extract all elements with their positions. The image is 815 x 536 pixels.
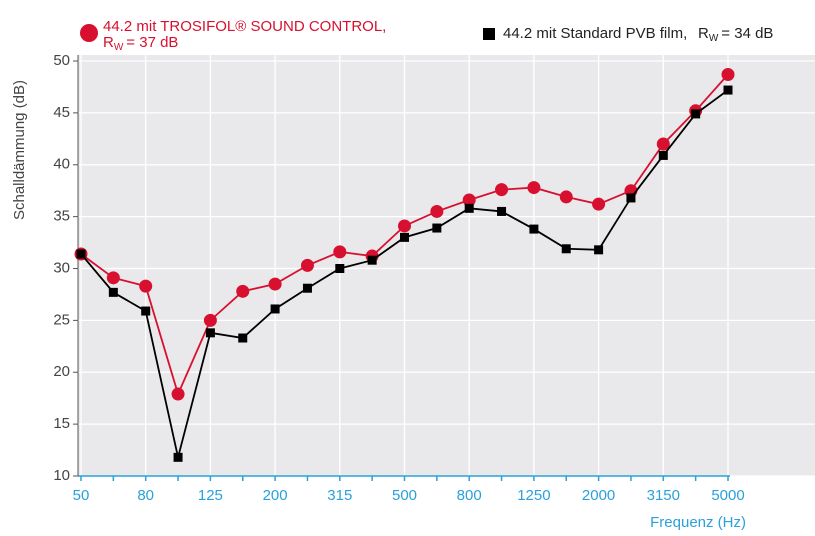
marker [400,232,409,242]
x-tick-label: 500 [392,487,417,504]
rating-subscript: W [114,42,124,53]
x-tick-label: 80 [137,487,154,504]
y-tick-label: 25 [53,311,70,328]
marker [76,249,86,259]
plot-background [78,55,815,476]
rating-symbol: R [698,25,709,42]
marker [205,328,215,338]
marker [721,67,735,81]
marker [398,219,411,233]
y-axis-label: Schalldämmung (dB) [11,80,28,220]
rating-text: = 34 dB [721,25,773,42]
marker [658,150,668,160]
marker [592,197,606,211]
x-tick-label: 1250 [517,487,550,504]
rating-symbol: R [103,34,114,51]
marker [173,452,183,462]
legend-label: 44.2 mit TROSIFOL® SOUND CONTROL, [103,18,386,35]
y-tick-label: 50 [53,52,70,69]
marker [300,258,314,272]
marker [171,387,185,401]
marker [302,283,312,293]
marker [335,264,345,273]
marker [561,244,571,254]
marker [432,223,442,233]
marker [333,245,347,259]
y-tick-label: 20 [53,363,70,380]
x-axis-label: Frequenz (Hz) [650,514,746,531]
x-tick-label: 2000 [582,487,615,504]
marker [691,109,701,119]
x-tick-label: 5000 [711,487,744,504]
x-tick-label: 315 [327,487,352,504]
marker [464,203,474,213]
x-tick-label: 3150 [647,487,680,504]
y-tick-label: 30 [53,259,70,276]
legend-marker [80,24,98,42]
rating-subscript: W [709,33,719,44]
marker [141,306,151,316]
marker [529,224,539,234]
marker [268,277,282,291]
x-tick-label: 800 [457,487,482,504]
x-tick-label: 50 [73,487,90,504]
marker [236,284,250,298]
y-tick-label: 35 [53,208,70,225]
y-tick-label: 40 [53,156,70,173]
y-tick-label: 15 [53,415,70,432]
marker [203,313,217,327]
rating-text: = 37 dB [126,34,178,51]
marker [270,304,280,314]
legend-marker [483,28,495,40]
marker [559,190,573,204]
marker [430,204,444,218]
marker [106,271,120,285]
legend-rating: RW = 34 dB [698,25,773,44]
legend-rating: RW = 37 dB [103,34,178,53]
legend-label: 44.2 mit Standard PVB film, [503,25,687,42]
marker [626,193,636,203]
marker [462,193,476,207]
marker [108,287,118,297]
marker [527,181,541,195]
marker [497,206,507,216]
marker [594,245,604,255]
marker [238,333,248,343]
marker [139,279,153,293]
x-tick-label: 125 [198,487,223,504]
marker [495,183,509,197]
marker [656,137,670,151]
marker [723,85,733,95]
marker [367,255,377,265]
y-tick-label: 45 [53,104,70,121]
x-tick-label: 200 [263,487,288,504]
y-tick-label: 10 [53,467,70,484]
